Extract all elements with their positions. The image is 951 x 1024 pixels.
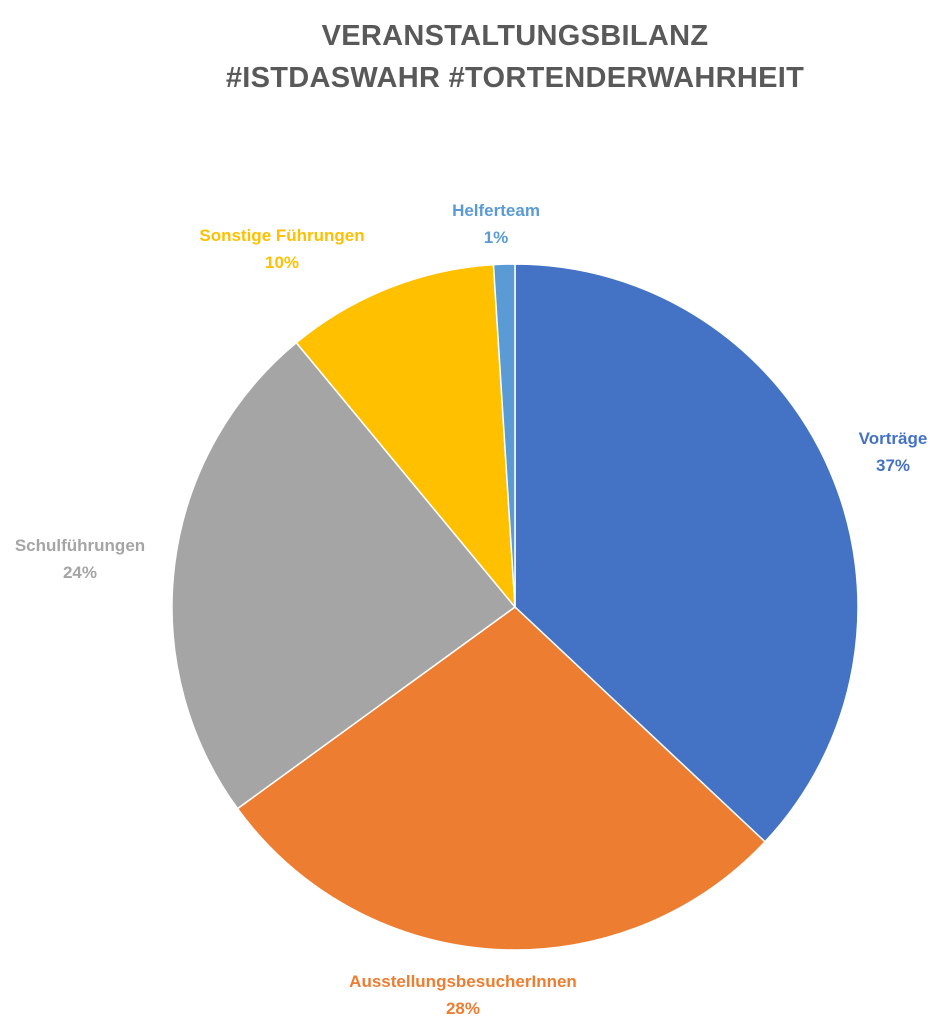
data-label-4: Sonstige Führungen 10% [199, 222, 364, 276]
slice-percent: 1% [483, 228, 509, 247]
slice-name: Schulführungen [14, 536, 146, 555]
slice-percent: 24% [62, 563, 98, 582]
slice-percent: 10% [264, 253, 300, 272]
data-label-5: Helferteam 1% [452, 197, 540, 251]
slice-name: Sonstige Führungen [199, 226, 365, 245]
pie-slice-2 [236, 606, 767, 951]
slice-percent: 37% [875, 456, 911, 475]
slice-name: Helferteam [452, 201, 540, 220]
data-label-1: Vorträge 37% [859, 425, 928, 479]
pie-slice-4 [295, 263, 516, 610]
data-label-3: Schulführungen 24% [15, 532, 145, 586]
pie-slice-3 [171, 341, 517, 810]
pie-slice-5 [492, 263, 516, 608]
slice-name: AusstellungsbesucherInnen [349, 972, 577, 991]
slice-name: Vorträge [858, 429, 928, 448]
chart-title-line-1: VERANSTALTUNGSBILANZ [321, 20, 709, 52]
chart-title-line-2: #ISTDASWAHR #TORTENDERWAHRHEIT [225, 62, 805, 94]
data-label-2: AusstellungsbesucherInnen 28% [349, 968, 577, 1022]
slice-percent: 28% [445, 999, 481, 1018]
pie-slice-1 [514, 263, 859, 843]
